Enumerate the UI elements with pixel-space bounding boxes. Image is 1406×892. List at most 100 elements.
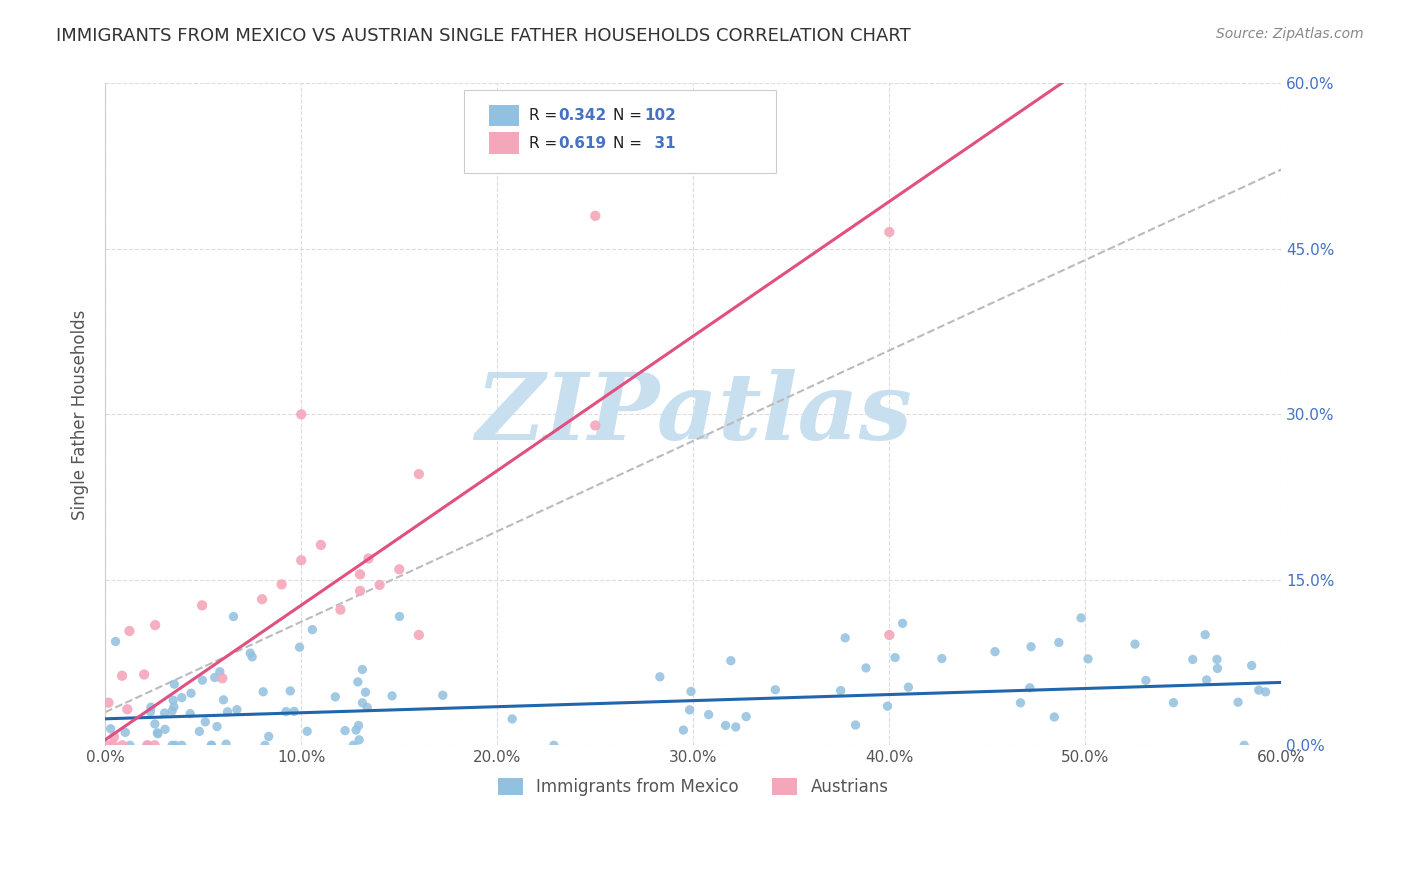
Point — [295, 724, 318, 739]
Point — [347, 718, 370, 732]
Point — [200, 739, 222, 753]
Point — [714, 718, 737, 732]
Point — [1123, 637, 1146, 651]
Point — [1247, 683, 1270, 698]
Text: N =: N = — [613, 108, 647, 123]
Point — [215, 737, 238, 751]
Point — [188, 724, 211, 739]
FancyBboxPatch shape — [489, 132, 519, 154]
Point — [111, 669, 134, 683]
Point — [1240, 658, 1263, 673]
Point — [191, 599, 214, 613]
Point — [163, 699, 186, 714]
Text: R =: R = — [529, 136, 562, 151]
Point — [118, 739, 141, 753]
Point — [1043, 710, 1066, 724]
Point — [165, 739, 187, 753]
Point — [884, 650, 907, 665]
Point — [1206, 652, 1229, 666]
Text: 31: 31 — [644, 136, 675, 151]
Y-axis label: Single Father Households: Single Father Households — [72, 310, 89, 519]
Point — [204, 671, 226, 685]
Point — [891, 616, 914, 631]
Point — [333, 723, 356, 738]
Legend: Immigrants from Mexico, Austrians: Immigrants from Mexico, Austrians — [491, 772, 896, 803]
Point — [146, 727, 169, 741]
Point — [153, 723, 176, 737]
Point — [1077, 652, 1099, 666]
Point — [342, 739, 364, 753]
Point — [212, 693, 235, 707]
Point — [1019, 640, 1042, 654]
Point — [368, 578, 391, 592]
Point — [103, 730, 125, 744]
Point — [352, 663, 374, 677]
Point — [357, 551, 380, 566]
Point — [763, 682, 786, 697]
Point — [1233, 739, 1256, 753]
Point — [160, 704, 183, 718]
Point — [111, 739, 134, 753]
Point — [274, 705, 297, 719]
Point — [349, 567, 371, 582]
Point — [1018, 681, 1040, 695]
Point — [222, 609, 245, 624]
Point — [408, 467, 430, 481]
Point — [1254, 685, 1277, 699]
Point — [323, 690, 346, 704]
Point — [1047, 635, 1070, 649]
Text: N =: N = — [613, 136, 647, 151]
Point — [583, 209, 606, 223]
Point — [1195, 673, 1218, 687]
Point — [97, 739, 120, 753]
Point — [139, 705, 162, 719]
Point — [984, 645, 1007, 659]
Text: 102: 102 — [644, 108, 676, 123]
Point — [170, 690, 193, 705]
Point — [648, 670, 671, 684]
Point — [1181, 652, 1204, 666]
Point — [432, 688, 454, 702]
Point — [288, 640, 311, 655]
Point — [100, 722, 122, 736]
Point — [724, 720, 747, 734]
Point — [678, 703, 700, 717]
Point — [146, 725, 169, 739]
FancyBboxPatch shape — [489, 104, 519, 127]
Point — [931, 651, 953, 665]
Point — [1227, 695, 1250, 709]
Point — [253, 739, 276, 753]
Point — [225, 703, 247, 717]
Point — [1206, 661, 1229, 675]
Point — [200, 738, 222, 752]
Point — [290, 553, 312, 567]
Point — [252, 685, 274, 699]
Point — [583, 418, 606, 433]
Point — [217, 705, 239, 719]
Text: Source: ZipAtlas.com: Source: ZipAtlas.com — [1216, 27, 1364, 41]
Point — [720, 654, 742, 668]
Text: ZIPatlas: ZIPatlas — [475, 369, 912, 459]
Point — [1070, 611, 1092, 625]
Point — [278, 684, 301, 698]
Point — [163, 677, 186, 691]
Point — [879, 628, 901, 642]
Point — [349, 583, 371, 598]
Point — [352, 696, 374, 710]
Point — [208, 665, 231, 679]
Point — [191, 673, 214, 688]
Point — [205, 719, 228, 733]
Point — [270, 577, 292, 591]
Point — [381, 689, 404, 703]
Point — [830, 683, 852, 698]
Point — [143, 739, 166, 753]
Point — [543, 739, 565, 753]
Point — [117, 702, 139, 716]
Point — [97, 696, 120, 710]
Point — [139, 700, 162, 714]
Point — [1194, 628, 1216, 642]
Point — [408, 628, 430, 642]
Point — [679, 684, 702, 698]
Point — [697, 707, 720, 722]
Point — [347, 732, 370, 747]
